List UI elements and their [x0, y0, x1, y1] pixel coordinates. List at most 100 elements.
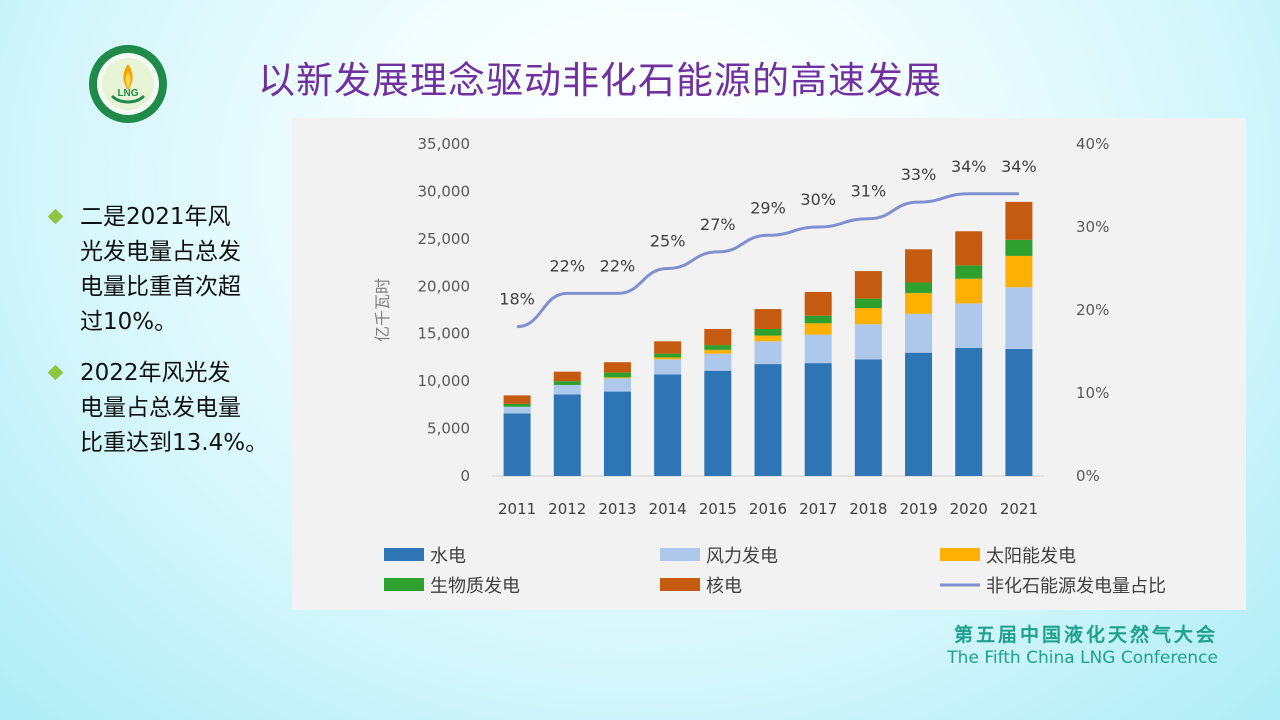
share-data-label: 34% — [1001, 157, 1037, 176]
x-tick-label: 2019 — [899, 500, 937, 518]
bar-segment — [503, 413, 531, 476]
y-tick-label: 15,000 — [418, 325, 471, 343]
y-tick-label: 5,000 — [427, 420, 470, 438]
bar-segment — [854, 271, 882, 299]
bar-segment — [754, 341, 782, 365]
bar-segment — [704, 345, 732, 350]
legend-label: 水电 — [430, 546, 466, 567]
bar-segment — [955, 231, 983, 266]
bar-segment — [804, 315, 832, 324]
bar-segment — [804, 291, 832, 316]
bar-segment — [654, 357, 682, 360]
bar-segment — [854, 359, 882, 476]
x-tick-label: 2011 — [498, 500, 536, 518]
y-tick-label: 10,000 — [418, 372, 471, 390]
bar-segment — [1005, 348, 1033, 476]
y2-tick-label: 30% — [1076, 218, 1109, 236]
share-data-label: 18% — [499, 290, 535, 309]
share-data-label: 27% — [700, 215, 736, 234]
share-data-label: 30% — [800, 190, 836, 209]
bar-segment — [754, 364, 782, 476]
bullet-line: 比重达到13.4%。 — [80, 430, 269, 456]
legend-swatch — [660, 548, 700, 561]
bullet-line: 电量占总发电量 — [80, 395, 241, 421]
bar-segment — [553, 394, 581, 476]
footer-conference-name-cn: 第五届中国液化天然气大会 — [953, 624, 1218, 646]
bullet-line: 过10%。 — [80, 309, 178, 335]
bar-segment — [704, 349, 732, 354]
x-tick-label: 2015 — [699, 500, 737, 518]
y-tick-label: 35,000 — [418, 135, 471, 153]
share-data-label: 29% — [750, 198, 786, 217]
footer-conference-name-en: The Fifth China LNG Conference — [947, 648, 1218, 668]
share-line — [516, 192, 1019, 329]
bar-segment — [603, 391, 631, 476]
bar-segment — [553, 381, 581, 385]
bar-segment — [603, 362, 631, 373]
legend-label: 太阳能发电 — [986, 546, 1076, 567]
bar-segment — [1005, 201, 1033, 240]
bar-segment — [955, 347, 983, 476]
y-tick-label: 30,000 — [418, 182, 471, 200]
bar-segment — [654, 374, 682, 476]
y2-tick-label: 0% — [1076, 467, 1100, 485]
bar-segment — [955, 278, 983, 304]
bar-segment — [603, 372, 631, 378]
bar-segment — [503, 395, 531, 404]
bar-segment — [905, 292, 933, 314]
bullet-line: 光发电量占总发 — [80, 239, 241, 265]
bar-segment — [754, 335, 782, 342]
share-data-label: 34% — [951, 157, 987, 176]
bullet-item: 2022年风光发 电量占总发电量 比重达到13.4%。 — [47, 356, 288, 461]
legend-swatch — [384, 548, 424, 561]
share-data-label: 22% — [549, 256, 585, 275]
bar-segment — [905, 249, 933, 283]
bar-segment — [553, 371, 581, 382]
bar-segment — [905, 282, 933, 293]
y2-tick-label: 40% — [1076, 135, 1109, 153]
share-data-label: 22% — [600, 256, 636, 275]
bar-segment — [854, 308, 882, 325]
slide-title: 以新发展理念驱动非化石能源的高速发展 — [258, 59, 942, 102]
x-tick-label: 2016 — [749, 500, 787, 518]
bar-segment — [955, 303, 983, 348]
bar-segment — [1005, 287, 1033, 349]
bar-segment — [804, 323, 832, 335]
bar-segment — [603, 378, 631, 392]
bar-segment — [654, 359, 682, 375]
legend-swatch — [660, 578, 700, 591]
x-tick-label: 2020 — [950, 500, 988, 518]
share-data-label: 31% — [851, 182, 887, 201]
conference-logo: LNG — [84, 44, 172, 124]
legend-label: 风力发电 — [706, 546, 778, 567]
bar-segment — [553, 384, 581, 395]
bar-segment — [905, 352, 933, 476]
bullet-line: 2022年风光发 — [80, 360, 231, 386]
x-tick-label: 2013 — [598, 500, 636, 518]
bullet-item: 二是2021年风 光发电量占总发 电量比重首次超 过10%。 — [47, 200, 288, 340]
bar-segment — [603, 377, 631, 379]
bar-segment — [854, 298, 882, 309]
diamond-bullet-icon — [47, 364, 64, 381]
bar-segment — [854, 324, 882, 360]
bar-segment — [955, 265, 983, 279]
bar-segment — [704, 353, 732, 371]
share-data-label: 25% — [650, 232, 686, 251]
y-tick-label: 0 — [460, 467, 470, 485]
bullet-line: 电量比重首次超 — [80, 274, 241, 300]
y2-tick-label: 10% — [1076, 384, 1109, 402]
y-tick-label: 25,000 — [418, 230, 471, 248]
bar-segment — [754, 309, 782, 329]
bullet-line: 二是2021年风 — [80, 204, 231, 230]
y-tick-label: 20,000 — [418, 277, 471, 295]
legend-swatch — [940, 548, 980, 561]
y-axis-label: 亿千瓦时 — [373, 278, 392, 342]
bullet-list: 二是2021年风 光发电量占总发 电量比重首次超 过10%。 2022年风光发 … — [47, 200, 288, 477]
x-tick-label: 2018 — [849, 500, 887, 518]
x-tick-label: 2014 — [649, 500, 687, 518]
share-data-label: 33% — [901, 165, 937, 184]
bar-segment — [503, 406, 531, 414]
energy-chart: 0 5,000 10,000 15,000 20,000 25,000 30,000 35,0… — [373, 135, 1166, 597]
bar-segment — [1005, 255, 1033, 288]
bar-segment — [704, 328, 732, 346]
